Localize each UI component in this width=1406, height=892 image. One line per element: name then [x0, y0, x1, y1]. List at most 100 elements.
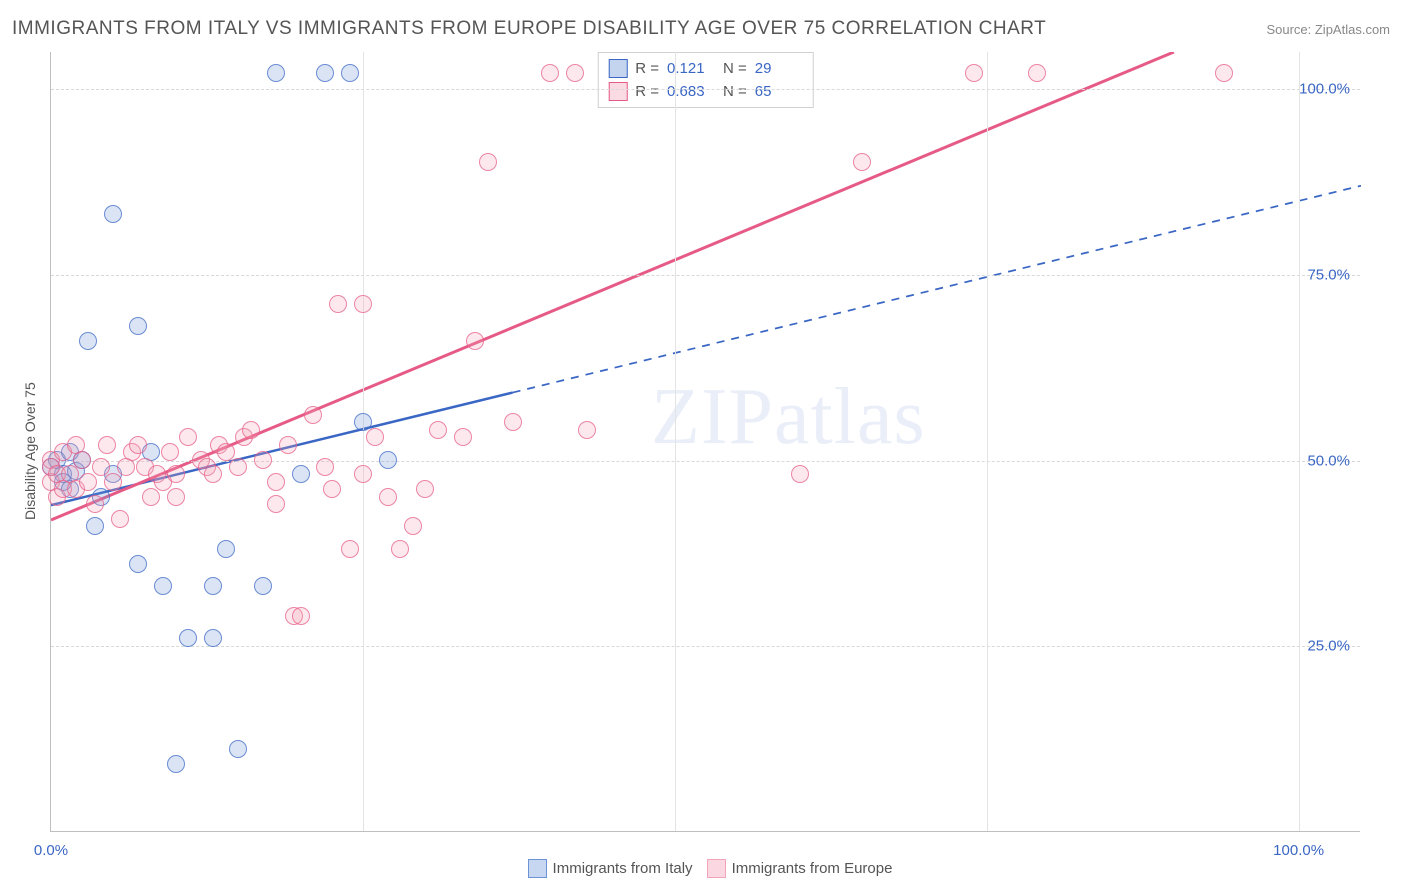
- scatter-point: [98, 436, 116, 454]
- legend-swatch: [608, 82, 627, 101]
- y-tick-label: 100.0%: [1299, 81, 1350, 98]
- scatter-point: [92, 458, 110, 476]
- scatter-point: [316, 458, 334, 476]
- stats-legend-row: R =0.683N =65: [608, 80, 803, 103]
- scatter-point: [479, 153, 497, 171]
- scatter-point: [354, 295, 372, 313]
- scatter-point: [217, 443, 235, 461]
- gridline-horizontal: [51, 275, 1360, 276]
- scatter-point: [179, 428, 197, 446]
- source-attribution: Source: ZipAtlas.com: [1266, 22, 1390, 37]
- y-tick-label: 75.0%: [1307, 266, 1350, 283]
- legend-label: Immigrants from Italy: [553, 860, 693, 877]
- scatter-point: [504, 413, 522, 431]
- scatter-point: [217, 540, 235, 558]
- scatter-point: [242, 421, 260, 439]
- y-axis-title: Disability Age Over 75: [22, 382, 38, 520]
- scatter-point: [229, 458, 247, 476]
- scatter-point: [379, 451, 397, 469]
- scatter-point: [466, 332, 484, 350]
- scatter-point: [429, 421, 447, 439]
- scatter-point: [129, 317, 147, 335]
- scatter-point: [416, 480, 434, 498]
- scatter-point: [853, 153, 871, 171]
- scatter-point: [316, 64, 334, 82]
- scatter-point: [965, 64, 983, 82]
- series-legend: Immigrants from Italy Immigrants from Eur…: [0, 859, 1406, 878]
- scatter-point: [229, 740, 247, 758]
- plot-area: ZIPatlas R =0.121N =29R =0.683N =65 25.0…: [50, 52, 1360, 832]
- gridline-vertical: [675, 52, 676, 831]
- scatter-point: [379, 488, 397, 506]
- scatter-point: [541, 64, 559, 82]
- x-tick-label: 0.0%: [34, 842, 68, 859]
- stats-legend-row: R =0.121N =29: [608, 57, 803, 80]
- gridline-vertical: [987, 52, 988, 831]
- gridline-horizontal: [51, 646, 1360, 647]
- scatter-point: [204, 577, 222, 595]
- n-value: 29: [755, 60, 803, 77]
- scatter-point: [167, 755, 185, 773]
- gridline-vertical: [363, 52, 364, 831]
- scatter-point: [254, 577, 272, 595]
- scatter-point: [204, 629, 222, 647]
- scatter-point: [304, 406, 322, 424]
- legend-label: Immigrants from Europe: [732, 860, 893, 877]
- r-label: R =: [635, 83, 659, 100]
- scatter-point: [791, 465, 809, 483]
- scatter-point: [329, 295, 347, 313]
- scatter-point: [267, 473, 285, 491]
- scatter-point: [154, 577, 172, 595]
- scatter-point: [129, 555, 147, 573]
- chart-container: IMMIGRANTS FROM ITALY VS IMMIGRANTS FROM…: [0, 0, 1406, 892]
- scatter-point: [578, 421, 596, 439]
- trend-line-dashed: [513, 186, 1361, 393]
- legend-swatch: [707, 859, 726, 878]
- r-label: R =: [635, 60, 659, 77]
- scatter-point: [104, 205, 122, 223]
- scatter-point: [1215, 64, 1233, 82]
- y-tick-label: 25.0%: [1307, 638, 1350, 655]
- n-label: N =: [723, 83, 747, 100]
- scatter-point: [341, 540, 359, 558]
- scatter-point: [267, 495, 285, 513]
- x-tick-label: 100.0%: [1273, 842, 1324, 859]
- scatter-point: [129, 436, 147, 454]
- scatter-point: [254, 451, 272, 469]
- scatter-point: [404, 517, 422, 535]
- scatter-point: [79, 332, 97, 350]
- scatter-point: [292, 607, 310, 625]
- gridline-vertical: [1299, 52, 1300, 831]
- stats-legend-box: R =0.121N =29R =0.683N =65: [597, 52, 814, 108]
- scatter-point: [104, 473, 122, 491]
- scatter-point: [204, 465, 222, 483]
- gridline-horizontal: [51, 89, 1360, 90]
- scatter-point: [341, 64, 359, 82]
- scatter-point: [86, 517, 104, 535]
- scatter-point: [354, 465, 372, 483]
- scatter-point: [86, 495, 104, 513]
- n-value: 65: [755, 83, 803, 100]
- legend-swatch: [608, 59, 627, 78]
- scatter-point: [279, 436, 297, 454]
- scatter-point: [79, 473, 97, 491]
- scatter-point: [1028, 64, 1046, 82]
- scatter-point: [323, 480, 341, 498]
- chart-title: IMMIGRANTS FROM ITALY VS IMMIGRANTS FROM…: [12, 18, 1046, 40]
- scatter-point: [167, 488, 185, 506]
- scatter-point: [354, 413, 372, 431]
- scatter-point: [366, 428, 384, 446]
- gridline-horizontal: [51, 461, 1360, 462]
- scatter-point: [179, 629, 197, 647]
- scatter-point: [391, 540, 409, 558]
- scatter-point: [167, 465, 185, 483]
- legend-swatch: [528, 859, 547, 878]
- scatter-point: [73, 451, 91, 469]
- y-tick-label: 50.0%: [1307, 452, 1350, 469]
- scatter-point: [161, 443, 179, 461]
- scatter-point: [111, 510, 129, 528]
- scatter-point: [566, 64, 584, 82]
- n-label: N =: [723, 60, 747, 77]
- scatter-point: [292, 465, 310, 483]
- scatter-point: [454, 428, 472, 446]
